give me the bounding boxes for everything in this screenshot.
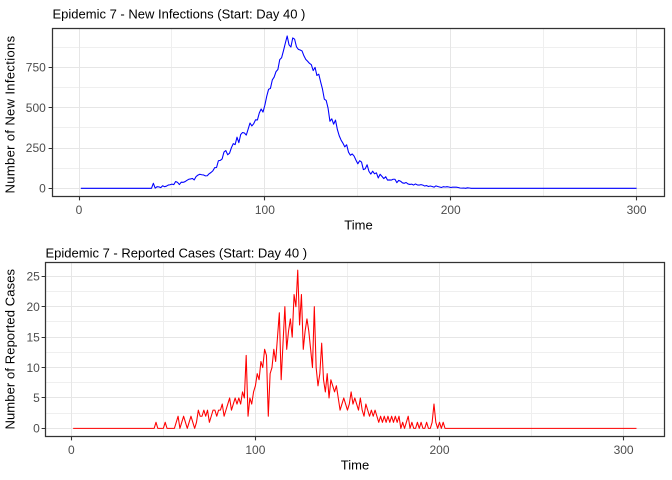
svg-text:Epidemic 7 - Reported Cases (S: Epidemic 7 - Reported Cases (Start: Day …: [46, 245, 308, 260]
svg-text:20: 20: [26, 300, 40, 314]
svg-text:10: 10: [26, 361, 40, 375]
svg-text:0: 0: [39, 182, 46, 196]
svg-text:0: 0: [76, 203, 83, 217]
svg-text:Epidemic 7 - New Infections (S: Epidemic 7 - New Infections (Start: Day …: [53, 7, 306, 22]
svg-text:Number of Reported Cases: Number of Reported Cases: [2, 268, 17, 429]
svg-text:Time: Time: [344, 217, 372, 232]
svg-text:Number of New Infections: Number of New Infections: [2, 35, 17, 193]
svg-text:250: 250: [26, 141, 46, 155]
svg-text:750: 750: [26, 61, 46, 75]
svg-text:100: 100: [255, 203, 275, 217]
svg-text:300: 300: [627, 203, 647, 217]
svg-text:0: 0: [33, 422, 40, 436]
svg-text:500: 500: [26, 101, 46, 115]
svg-text:Time: Time: [341, 458, 369, 473]
svg-text:0: 0: [68, 443, 75, 457]
svg-text:25: 25: [26, 270, 40, 284]
svg-text:200: 200: [441, 203, 461, 217]
svg-text:5: 5: [33, 391, 40, 405]
svg-text:300: 300: [614, 443, 634, 457]
svg-text:15: 15: [26, 330, 40, 344]
svg-text:200: 200: [429, 443, 449, 457]
svg-text:100: 100: [245, 443, 265, 457]
